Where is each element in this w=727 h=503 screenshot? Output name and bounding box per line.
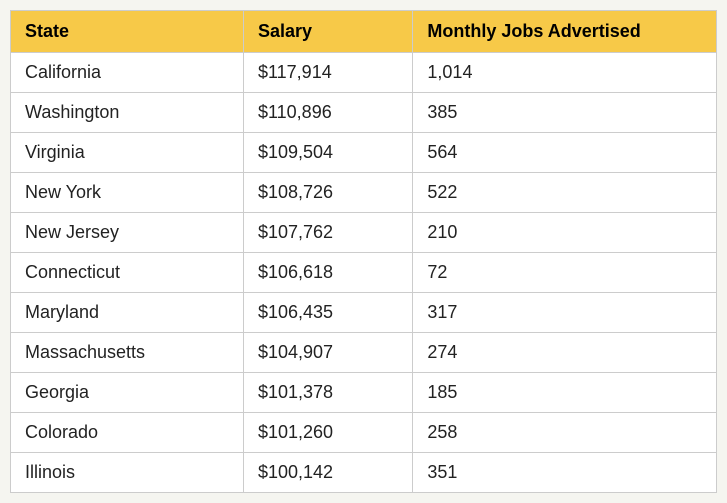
cell-jobs: 1,014 xyxy=(413,53,717,93)
cell-jobs: 72 xyxy=(413,253,717,293)
cell-state: Connecticut xyxy=(11,253,244,293)
cell-jobs: 351 xyxy=(413,453,717,493)
header-salary: Salary xyxy=(243,11,412,53)
header-state: State xyxy=(11,11,244,53)
cell-state: Illinois xyxy=(11,453,244,493)
table-row: Illinois $100,142 351 xyxy=(11,453,717,493)
table-row: Washington $110,896 385 xyxy=(11,93,717,133)
cell-state: New York xyxy=(11,173,244,213)
cell-salary: $106,435 xyxy=(243,293,412,333)
cell-state: California xyxy=(11,53,244,93)
cell-salary: $100,142 xyxy=(243,453,412,493)
table-body: California $117,914 1,014 Washington $11… xyxy=(11,53,717,493)
cell-jobs: 258 xyxy=(413,413,717,453)
cell-salary: $101,260 xyxy=(243,413,412,453)
cell-salary: $106,618 xyxy=(243,253,412,293)
table-row: Massachusetts $104,907 274 xyxy=(11,333,717,373)
cell-jobs: 274 xyxy=(413,333,717,373)
cell-jobs: 317 xyxy=(413,293,717,333)
table-row: New York $108,726 522 xyxy=(11,173,717,213)
cell-state: Maryland xyxy=(11,293,244,333)
cell-salary: $108,726 xyxy=(243,173,412,213)
table-header-row: State Salary Monthly Jobs Advertised xyxy=(11,11,717,53)
cell-jobs: 385 xyxy=(413,93,717,133)
cell-jobs: 522 xyxy=(413,173,717,213)
cell-salary: $117,914 xyxy=(243,53,412,93)
cell-state: Washington xyxy=(11,93,244,133)
cell-salary: $101,378 xyxy=(243,373,412,413)
cell-state: Georgia xyxy=(11,373,244,413)
cell-jobs: 564 xyxy=(413,133,717,173)
cell-salary: $107,762 xyxy=(243,213,412,253)
table-row: Georgia $101,378 185 xyxy=(11,373,717,413)
table-row: New Jersey $107,762 210 xyxy=(11,213,717,253)
salary-table: State Salary Monthly Jobs Advertised Cal… xyxy=(10,10,717,493)
cell-salary: $104,907 xyxy=(243,333,412,373)
cell-state: New Jersey xyxy=(11,213,244,253)
table-row: Virginia $109,504 564 xyxy=(11,133,717,173)
cell-state: Colorado xyxy=(11,413,244,453)
table-row: Maryland $106,435 317 xyxy=(11,293,717,333)
cell-jobs: 210 xyxy=(413,213,717,253)
cell-state: Virginia xyxy=(11,133,244,173)
table-row: Colorado $101,260 258 xyxy=(11,413,717,453)
table-row: California $117,914 1,014 xyxy=(11,53,717,93)
cell-jobs: 185 xyxy=(413,373,717,413)
header-jobs: Monthly Jobs Advertised xyxy=(413,11,717,53)
cell-state: Massachusetts xyxy=(11,333,244,373)
cell-salary: $109,504 xyxy=(243,133,412,173)
table-row: Connecticut $106,618 72 xyxy=(11,253,717,293)
cell-salary: $110,896 xyxy=(243,93,412,133)
